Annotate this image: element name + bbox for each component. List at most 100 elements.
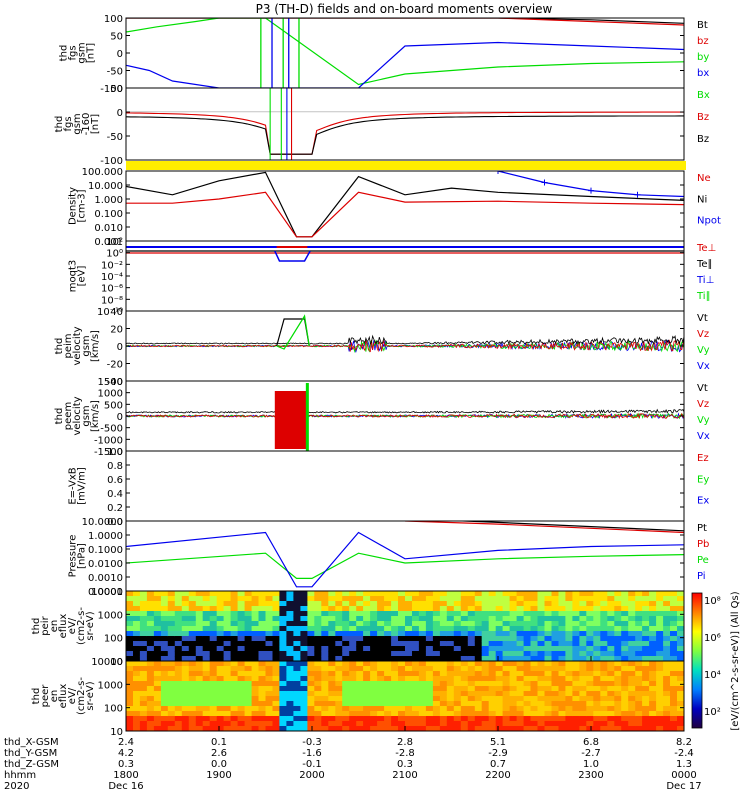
spectrogram-cell (523, 686, 531, 692)
plot-title: P3 (TH-D) fields and on-board moments ov… (256, 2, 553, 16)
spectrogram-cell (495, 616, 504, 622)
spectrogram-cell (474, 676, 483, 682)
spectrogram-cell (432, 606, 441, 612)
y-tick-label: 0.0 (107, 517, 123, 528)
spectrogram-cell (670, 616, 678, 622)
spectrogram-cell (370, 666, 378, 672)
x-tick-value: 2.6 (211, 748, 227, 759)
spectrogram-cell (621, 721, 629, 727)
spectrogram-cell (139, 631, 148, 637)
spectrogram-cell (600, 706, 608, 712)
spectrogram-cell (181, 681, 190, 687)
spectrogram-cell (474, 616, 483, 622)
spectrogram-cell (377, 656, 385, 661)
spectrogram-cell (670, 641, 678, 647)
x-row-label: 2020 (4, 781, 29, 792)
spectrogram-cell (670, 606, 678, 612)
spectrogram-cell (544, 641, 552, 647)
spectrogram-cell (167, 611, 176, 617)
spectrogram-cell (460, 606, 469, 612)
spectrogram-cell (502, 721, 510, 727)
spectrogram-cell (391, 636, 399, 642)
spectrogram-cell (628, 661, 636, 667)
spectrogram-cell (642, 626, 650, 632)
spectrogram-cell (244, 681, 252, 687)
x-tick-value: 2.8 (397, 737, 413, 748)
spectrogram-cell (446, 626, 455, 632)
spectrogram-cell (126, 716, 134, 722)
spectrogram-cell (133, 636, 141, 642)
spectrogram-cell (167, 721, 176, 727)
spectrogram-cell (202, 691, 211, 697)
spectrogram-cell (265, 696, 273, 702)
spectrogram-cell (356, 611, 364, 617)
spectrogram-cell (460, 626, 469, 632)
spectrogram-cell (167, 716, 176, 722)
spectrogram-cell (600, 661, 608, 667)
series-Pb (404, 521, 684, 534)
spectrogram-cell (356, 646, 364, 652)
spectrogram-cell (342, 651, 350, 657)
spectrogram-cell (398, 641, 406, 647)
spectrogram-cell (586, 656, 594, 661)
x-tick-value: 4.2 (118, 748, 134, 759)
spectrogram-cell (488, 636, 497, 642)
spectrogram-cell (446, 686, 455, 692)
spectrogram-cell (530, 721, 538, 727)
spectrogram-cell (516, 621, 524, 627)
spectrogram-cell (126, 641, 134, 647)
spectrogram-cell (502, 601, 510, 607)
spectrogram-cell (635, 616, 643, 622)
spectrogram-cell (418, 691, 427, 697)
spectrogram-cell (251, 671, 259, 677)
spectrogram-cell (384, 716, 392, 722)
spectrogram-cell (558, 681, 566, 687)
spectrogram-cell (321, 726, 329, 731)
spectrogram-cell (474, 666, 483, 672)
spectrogram-cell (502, 701, 510, 707)
spectrogram-cell (635, 631, 643, 637)
spectrogram-cell (460, 696, 469, 702)
spectrogram-cell (649, 691, 657, 697)
spectrogram-cell (153, 646, 162, 652)
y-axis-label-line: gsm (72, 113, 83, 134)
spectrogram-cell (558, 706, 566, 712)
spectrogram-cell (516, 601, 524, 607)
spectrogram-cell (216, 721, 225, 727)
spectrogram-cell (663, 636, 671, 642)
spectrogram-cell (642, 691, 650, 697)
spectrogram-cell (502, 641, 510, 647)
spectrogram-cell (377, 686, 385, 692)
spectrogram-cell (223, 716, 231, 722)
spectrogram-cell (432, 701, 441, 707)
spectrogram-cell (628, 686, 636, 692)
spectrogram-cell (593, 696, 601, 702)
spectrogram-cell (153, 611, 162, 617)
spectrogram-cell (216, 661, 225, 667)
spectrogram-cell (321, 631, 329, 637)
spectrogram-cell (502, 666, 510, 672)
spectrogram-cell (174, 661, 183, 667)
spectrogram-cell (663, 656, 671, 661)
spectrogram-cell (439, 616, 448, 622)
spectrogram-cell (167, 661, 176, 667)
spectrogram-cell (600, 656, 608, 661)
spectrogram-cell (153, 706, 162, 712)
spectrogram-cell (230, 616, 238, 622)
y-axis-label-line: [eV] (77, 266, 88, 287)
spectrogram-cell (335, 611, 343, 617)
spectrogram-cell (607, 606, 615, 612)
spectrogram-cell (195, 601, 204, 607)
spectrogram-cell (453, 676, 462, 682)
spectrogram-cell (677, 651, 684, 657)
spectrogram-cell (579, 606, 587, 612)
spectrogram-cell (153, 616, 162, 622)
spectrogram-cell (481, 636, 490, 642)
spectrogram-cell (272, 641, 280, 647)
spectrogram-cell (649, 701, 657, 707)
spectrogram-cell (349, 706, 357, 712)
spectrogram-cell (181, 691, 190, 697)
spectrogram-cell (565, 686, 573, 692)
y-axis-label-line: en (49, 620, 60, 633)
spectrogram-cell (133, 646, 141, 652)
